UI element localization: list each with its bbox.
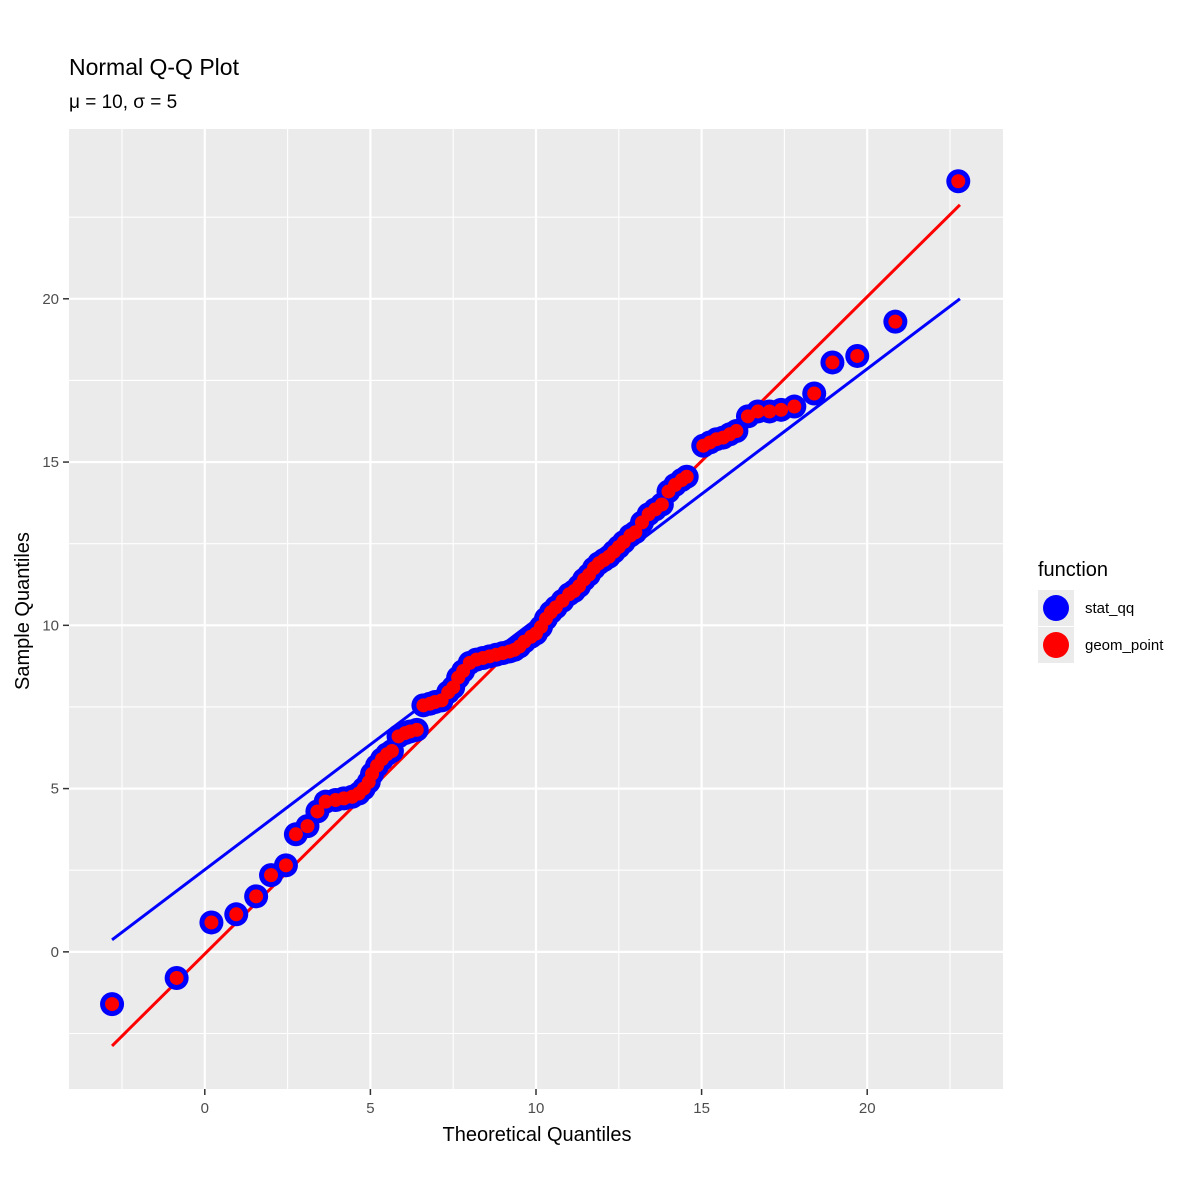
geom-point-point	[774, 402, 789, 417]
geom-point-point	[288, 827, 303, 842]
y-axis-title: Sample Quantiles	[12, 532, 34, 690]
chart-title: Normal Q-Q Plot	[69, 54, 240, 80]
geom-point-point	[762, 404, 777, 419]
x-tick-label: 10	[528, 1100, 545, 1117]
geom-point-point	[278, 858, 293, 873]
x-axis-title: Theoretical Quantiles	[443, 1124, 632, 1146]
y-tick-label: 10	[42, 617, 59, 634]
geom-point-point	[300, 819, 315, 834]
geom-point-point	[951, 174, 966, 189]
chart-subtitle: μ = 10, σ = 5	[69, 92, 177, 113]
geom-point-point	[229, 907, 244, 922]
y-tick-label: 20	[42, 291, 59, 308]
x-tick-label: 15	[693, 1100, 710, 1117]
y-tick-label: 5	[51, 781, 59, 798]
legend: function stat_qq geom_point	[1038, 559, 1164, 663]
x-tick-label: 20	[859, 1100, 876, 1117]
geom-point-point	[384, 744, 399, 759]
geom-point-point	[888, 314, 903, 329]
legend-label-geom-point: geom_point	[1085, 637, 1164, 654]
geom-point-point	[750, 404, 765, 419]
geom-point-point	[825, 355, 840, 370]
legend-key-geom-point	[1043, 632, 1069, 658]
geom-point-point	[310, 804, 325, 819]
major-gridlines	[69, 129, 1003, 1089]
geom-point-point	[850, 348, 865, 363]
legend-title: function	[1038, 559, 1108, 581]
legend-key-stat-qq	[1043, 595, 1069, 621]
geom-point-point	[654, 497, 669, 512]
geom-point-point	[249, 889, 264, 904]
geom-point-point	[679, 469, 694, 484]
geom-point-point	[628, 525, 643, 540]
legend-label-stat-qq: stat_qq	[1085, 600, 1134, 617]
geom-point-point	[105, 997, 120, 1012]
geom-point-point	[807, 386, 822, 401]
geom-point-point	[729, 424, 744, 439]
geom-point-point	[787, 399, 802, 414]
x-tick-label: 5	[366, 1100, 374, 1117]
geom-point-point	[169, 970, 184, 985]
geom-point-points	[105, 174, 966, 1012]
y-tick-label: 15	[42, 454, 59, 471]
y-tick-label: 0	[51, 944, 59, 961]
geom-point-point	[204, 915, 219, 930]
y-axis-ticks: 0 5 10 15 20	[42, 291, 69, 961]
x-tick-label: 0	[201, 1100, 209, 1117]
x-axis-ticks: 0 5 10 15 20	[201, 1089, 876, 1117]
geom-point-point	[409, 722, 424, 737]
geom-point-point	[264, 868, 279, 883]
